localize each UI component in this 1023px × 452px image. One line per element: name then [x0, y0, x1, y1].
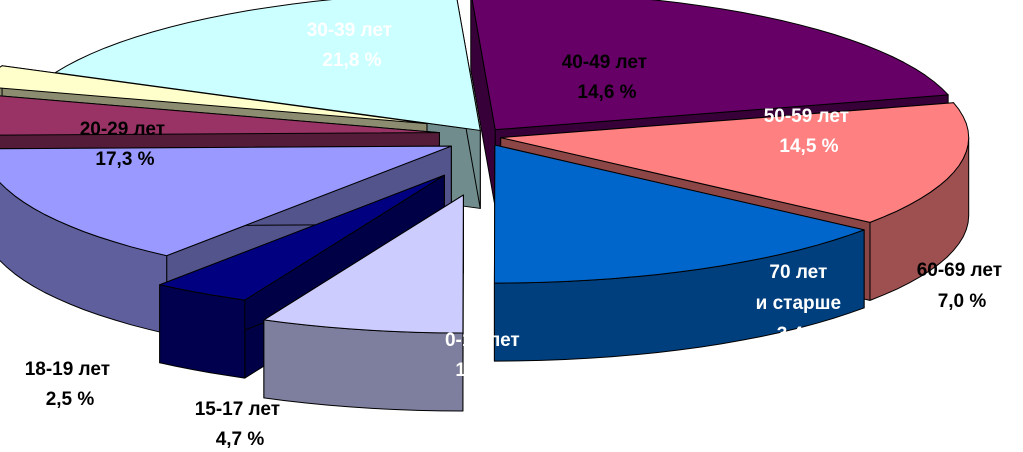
- pie-slice: [263, 194, 464, 412]
- label-30-39: 30-39 лет 21,8 %: [307, 20, 398, 71]
- slice-rim: [263, 319, 464, 412]
- label-70-plus: 70 лет и старше 3,4 %: [756, 262, 847, 345]
- label-50-59: 50-59 лет 14,5 %: [764, 106, 855, 157]
- label-60-69: 60-69 лет 7,0 %: [917, 260, 1008, 312]
- slice-top: [500, 102, 970, 223]
- slice-top: [471, 0, 949, 131]
- slice-rim: [159, 284, 246, 379]
- slice-top: [0, 95, 440, 136]
- label-0-14: 0-14 лет 14,3 %: [445, 330, 525, 381]
- slice-top: [493, 144, 865, 284]
- slice-top: [0, 65, 428, 125]
- slice-top: [0, 145, 452, 257]
- label-40-49: 40-49 лет 14,6 %: [562, 52, 653, 103]
- label-18-19: 18-19 лет 2,5 %: [25, 359, 116, 410]
- slice-top: [54, 0, 481, 131]
- slice-top: [159, 174, 445, 301]
- label-20-29: 20-29 лет 17,3 %: [80, 119, 171, 170]
- slice-top: [263, 194, 464, 334]
- label-15-17: 15-17 лет 4,7 %: [195, 399, 286, 450]
- pie-slice: [493, 144, 865, 362]
